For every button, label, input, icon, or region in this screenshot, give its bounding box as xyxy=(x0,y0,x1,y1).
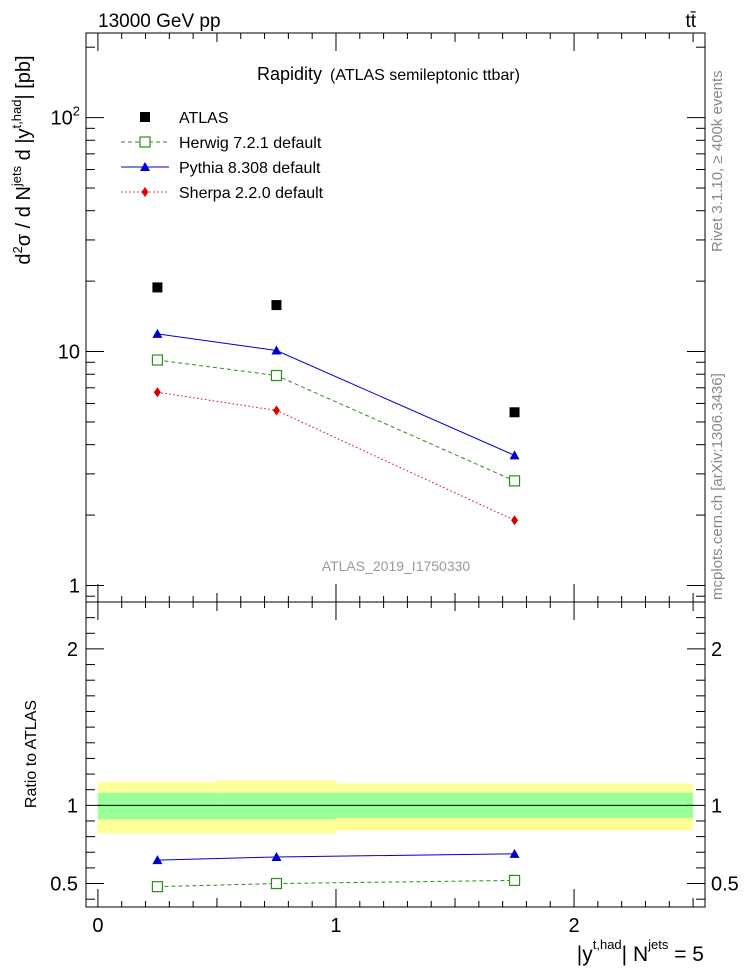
analysis-watermark: ATLAS_2019_I1750330 xyxy=(322,558,471,574)
process-label: tt̄ xyxy=(685,11,696,32)
main-series-2-line xyxy=(157,359,515,482)
ratio-y-tick-label-right: 2 xyxy=(711,639,722,661)
main-series-2-point xyxy=(151,354,164,366)
legend-label: Pythia 8.308 default xyxy=(179,160,321,177)
ratio-series-1-point xyxy=(508,874,521,887)
ratio-series-1-point xyxy=(151,881,164,893)
main-series-3-point xyxy=(271,345,282,355)
main-y-axis-label-text: d2σ / d Njets d |yt,had| [pb] xyxy=(9,55,35,264)
legend-marker xyxy=(139,136,151,148)
main-series-4-point xyxy=(153,387,161,398)
legend-marker xyxy=(140,112,150,122)
main-plot-area xyxy=(151,282,521,526)
main-y-tick-label: 10 xyxy=(58,342,80,364)
legend-marker xyxy=(141,187,149,197)
main-series-3-point xyxy=(509,450,520,460)
legend-label: Sherpa 2.2.0 default xyxy=(179,185,324,202)
x-tick-label: 2 xyxy=(568,915,579,937)
ratio-series-2-point xyxy=(509,848,520,858)
main-series-2-point xyxy=(508,475,521,487)
ratio-series-1-point xyxy=(270,877,283,890)
ratio-y-tick-label-right: 1 xyxy=(711,795,722,817)
main-series-3-line xyxy=(157,333,515,456)
x-axis-label: |yt,had| Njets = 5 xyxy=(577,937,704,966)
ratio-x-ticks: 0 1 2 xyxy=(92,602,694,937)
ratio-plot-frame xyxy=(85,601,706,908)
main-series-1-point xyxy=(509,407,520,418)
x-axis-label-text: |y xyxy=(577,943,593,966)
chart-subtitle: (ATLAS semileptonic ttbar) xyxy=(330,67,520,84)
main-y-ticks: 1 10 102 xyxy=(51,46,705,597)
ratio-inner-band xyxy=(216,792,336,820)
main-series-4-line xyxy=(157,391,515,521)
energy-label: 13000 GeV pp xyxy=(98,11,221,32)
mcplots-label: mcplots.cern.ch [arXiv:1306.3436] xyxy=(709,373,726,600)
ratio-series-2-point xyxy=(271,851,282,861)
main-series-1-point xyxy=(271,300,282,311)
main-series-2-point xyxy=(270,369,283,382)
ratio-y-tick-label: 1 xyxy=(67,795,78,817)
ratio-series-2-point xyxy=(152,855,163,865)
ratio-inner-band xyxy=(97,792,217,820)
ratio-y-tick-label: 2 xyxy=(67,639,78,661)
legend-marker xyxy=(140,162,150,171)
main-series-3-point xyxy=(152,328,163,338)
main-y-tick-label: 102 xyxy=(51,104,80,130)
ratio-series-1-line xyxy=(157,879,515,888)
main-y-tick-label: 1 xyxy=(69,575,80,597)
ratio-series-2-line xyxy=(157,853,515,861)
x-tick-label: 0 xyxy=(92,915,103,937)
main-plot-panel: 1 10 102 Rapidity (ATLAS semileptonic ttba… xyxy=(9,32,706,603)
main-series-4-point xyxy=(272,405,280,416)
main-series-4-point xyxy=(511,515,519,526)
legend: ATLAS Herwig 7.2.1 default Pythia 8.308 de… xyxy=(121,110,324,202)
chart-title: Rapidity xyxy=(257,64,322,84)
main-y-axis-label: d2σ / d Njets d |yt,had| [pb] xyxy=(9,55,35,264)
ratio-y-ticks: 0.5 0.5 1 1 2 2 xyxy=(50,617,739,900)
rivet-label: Rivet 3.1.10, ≥ 400k events xyxy=(709,70,726,252)
main-x-ticks xyxy=(97,33,694,602)
ratio-y-tick-label: 0.5 xyxy=(50,874,78,896)
ratio-plot-panel: 0.5 0.5 1 1 2 2 0 1 2 Ratio to ATLAS |yt,had| N… xyxy=(23,601,739,966)
ratio-y-axis-label: Ratio to ATLAS xyxy=(23,700,40,808)
main-series-1-point xyxy=(152,282,163,293)
ratio-y-tick-label-right: 0.5 xyxy=(711,874,739,896)
legend-label: Herwig 7.2.1 default xyxy=(179,135,322,152)
x-tick-label: 1 xyxy=(330,915,341,937)
ratio-plot-area xyxy=(97,780,694,893)
legend-label: ATLAS xyxy=(179,110,229,127)
